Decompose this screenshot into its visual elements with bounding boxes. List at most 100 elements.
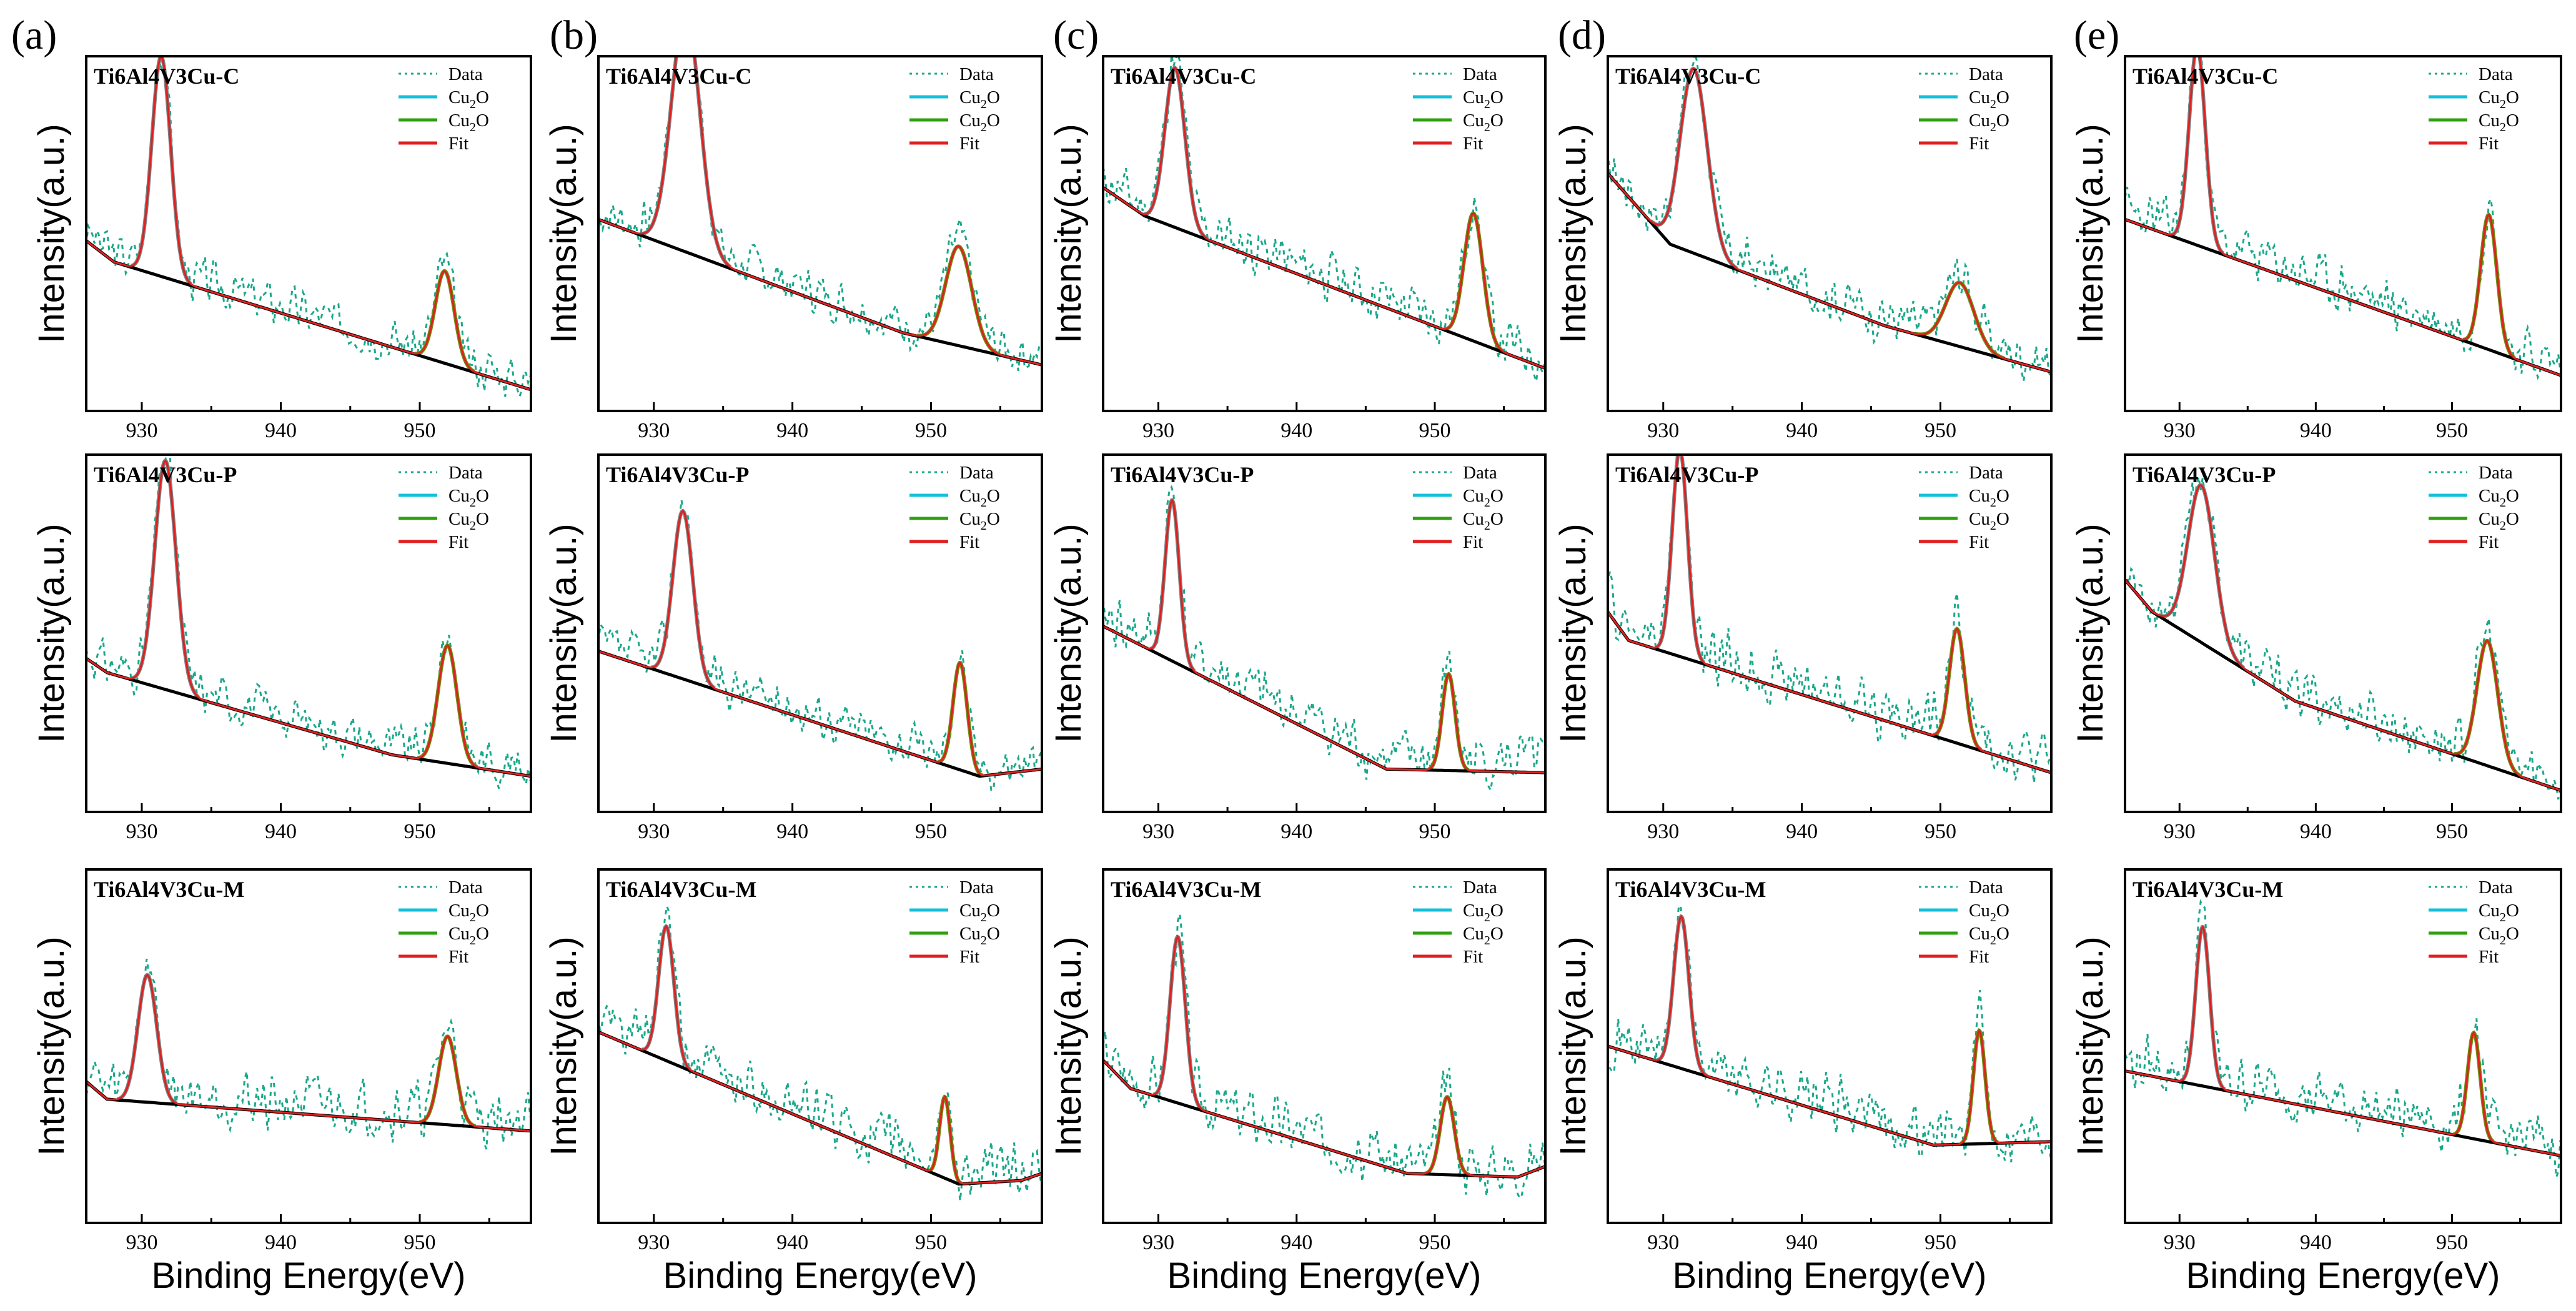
cu2o-peak-1	[651, 508, 716, 690]
x-tick-label: 950	[1419, 1231, 1451, 1254]
x-tick-label: 950	[1925, 820, 1956, 843]
data-series	[2125, 899, 2561, 1178]
legend-label: Data	[2479, 64, 2513, 84]
panel-letter: (a)	[11, 12, 57, 58]
fit-line	[598, 510, 1042, 776]
sample-label: Ti6Al4V3Cu-M	[606, 877, 756, 902]
cu2o-peak-1	[116, 972, 178, 1106]
x-tick-label: 930	[1647, 1231, 1679, 1254]
y-axis-label: Intensity(a.u.)	[31, 936, 72, 1155]
plot-area	[86, 56, 531, 400]
x-tick-label: 940	[265, 820, 297, 843]
y-axis-label: Intensity(a.u.)	[31, 523, 72, 743]
sample-label: Ti6Al4V3Cu-P	[1111, 462, 1254, 487]
cu2o-peak-2	[1424, 1095, 1470, 1177]
chart-panel: 930 940 950 Ti6Al4V3Cu-P Intensity(a.u.) Data…	[2070, 453, 2562, 843]
y-axis-label: Intensity(a.u.)	[1048, 523, 1089, 743]
legend-label: Data	[1969, 463, 2003, 483]
panel-letter: (c)	[1053, 12, 1099, 58]
cu2o-peak-1	[1142, 66, 1208, 240]
x-tick-label: 930	[2164, 419, 2196, 442]
legend-label: Data	[448, 878, 483, 898]
y-axis-label: Intensity(a.u.)	[543, 936, 584, 1155]
legend-label: Fit	[1969, 134, 1989, 154]
background-line	[598, 1031, 1042, 1186]
x-tick-label: 940	[1281, 419, 1312, 442]
background-line	[1103, 625, 1545, 774]
sample-label: Ti6Al4V3Cu-C	[606, 64, 751, 89]
cu2o-peak-1	[2179, 925, 2226, 1091]
chart-panel: 930 940 950 Ti6Al4V3Cu-M Intensity(a.u.) Bind…	[2070, 868, 2562, 1296]
legend-label: Cu2O	[1969, 509, 2009, 533]
legend-label: Fit	[1463, 947, 1483, 967]
panel-letter: (e)	[2074, 12, 2119, 58]
legend-label: Data	[959, 64, 994, 84]
legend-label: Data	[959, 878, 994, 898]
legend-label: Fit	[2479, 134, 2499, 154]
legend-label: Fit	[1463, 532, 1483, 552]
legend-label: Cu2O	[448, 924, 489, 947]
fit-line	[2125, 924, 2561, 1157]
legend-label: Cu2O	[448, 486, 489, 510]
chart-panel: 930 940 950 Ti6Al4V3Cu-P Intensity(a.u.) Data…	[543, 453, 1043, 843]
plot-frame	[1607, 868, 2053, 1224]
legend-label: Data	[448, 64, 483, 84]
chart-panel: 930 940 950 Ti6Al4V3Cu-C Intensity(a.u.) Data…	[543, 55, 1043, 442]
x-tick-label: 950	[1925, 1231, 1956, 1254]
data-series	[598, 500, 1042, 791]
plot-area	[598, 500, 1042, 791]
fit-line	[86, 56, 531, 391]
legend-label: Data	[1463, 878, 1497, 898]
legend-label: Fit	[2479, 532, 2499, 552]
cu2o-peak-1	[1149, 498, 1196, 673]
sample-label: Ti6Al4V3Cu-C	[1111, 64, 1256, 89]
chart-panel: 930 940 950 Ti6Al4V3Cu-C Intensity(a.u.) Data…	[2070, 55, 2562, 442]
fit-line	[598, 56, 1042, 366]
legend-label: Cu2O	[959, 509, 1000, 533]
background-line	[598, 217, 1042, 367]
x-tick-label: 930	[1647, 820, 1679, 843]
y-axis-label: Intensity(a.u.)	[1048, 124, 1089, 343]
legend-label: Cu2O	[448, 111, 489, 134]
sample-label: Ti6Al4V3Cu-C	[1615, 64, 1761, 89]
x-tick-label: 940	[1281, 1231, 1312, 1254]
plot-frame	[85, 868, 532, 1224]
legend-label: Fit	[959, 947, 979, 967]
fit-line	[1103, 934, 1545, 1178]
y-axis-label: Intensity(a.u.)	[1553, 936, 1593, 1155]
y-axis-label: Intensity(a.u.)	[1553, 523, 1593, 743]
x-tick-label: 930	[2164, 1231, 2196, 1254]
x-tick-label: 930	[126, 820, 158, 843]
plot-area	[598, 56, 1042, 372]
sample-label: Ti6Al4V3Cu-M	[1615, 877, 1766, 902]
legend-label: Cu2O	[959, 901, 1000, 924]
x-tick-label: 940	[2300, 1231, 2332, 1254]
y-axis-label: Intensity(a.u.)	[543, 523, 584, 743]
legend-label: Cu2O	[1969, 111, 2009, 134]
legend-label: Cu2O	[1463, 111, 1503, 134]
sample-label: Ti6Al4V3Cu-P	[1615, 462, 1758, 487]
plot-area	[1103, 914, 1545, 1200]
plot-area	[1608, 56, 2051, 382]
fit-line	[1103, 498, 1545, 774]
x-tick-label: 930	[1142, 419, 1174, 442]
fit-line	[1608, 914, 2051, 1147]
chart-panel: 930 940 950 Ti6Al4V3Cu-C Intensity(a.u.) Data…	[1553, 55, 2053, 442]
legend-label: Cu2O	[2479, 486, 2519, 510]
x-tick-label: 950	[1419, 419, 1451, 442]
chart-panel: 930 940 950 Ti6Al4V3Cu-C Intensity(a.u.) Data…	[31, 55, 532, 442]
plot-frame	[597, 55, 1043, 412]
plot-frame	[1102, 868, 1547, 1224]
plot-frame	[1607, 453, 2053, 813]
data-series	[2125, 477, 2561, 800]
legend-label: Fit	[1969, 532, 1989, 552]
legend-label: Fit	[448, 947, 468, 967]
chart-panel: 930 940 950 Ti6Al4V3Cu-M Intensity(a.u.) Bind…	[543, 868, 1043, 1296]
legend-label: Fit	[1969, 947, 1989, 967]
